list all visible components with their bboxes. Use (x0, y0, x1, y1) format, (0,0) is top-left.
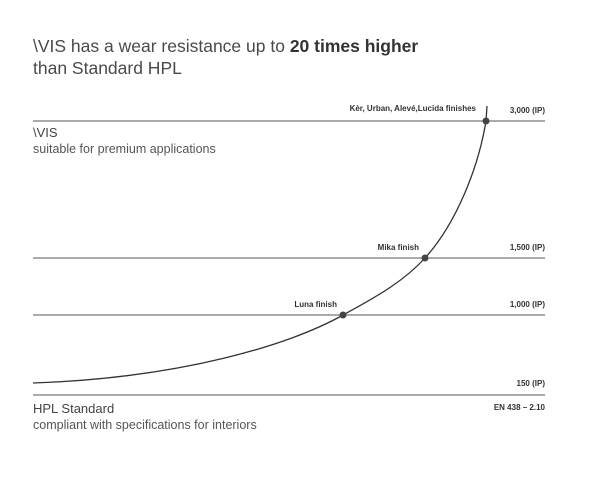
level-label-3000: 3,000 (IP) (510, 106, 545, 115)
point-3000 (482, 117, 490, 125)
vis-name: \VIS (33, 125, 58, 140)
point-label-1000: Luna finish (294, 300, 337, 309)
point-1000 (339, 311, 347, 319)
level-label-1500: 1,500 (IP) (510, 243, 545, 252)
standard-label: EN 438 – 2.10 (494, 403, 546, 412)
title-highlight: 20 times higher (289, 36, 419, 56)
level-label-150: 150 (IP) (517, 379, 546, 388)
level-label-1000: 1,000 (IP) (510, 300, 545, 309)
point-label-3000: Kèr, Urban, Alevé,Lucida finishes (350, 104, 477, 113)
page-title: \VIS has a wear resistance up to 20 time… (33, 35, 553, 79)
hpl-description: compliant with specifications for interi… (33, 418, 257, 432)
point-1500 (421, 254, 429, 262)
vis-description: suitable for premium applications (33, 142, 216, 156)
point-label-1500: Mika finish (378, 243, 419, 252)
title-line2: than Standard HPL (33, 58, 182, 78)
hpl-name: HPL Standard (33, 401, 115, 416)
vis-block-label: \VIS suitable for premium applications (33, 125, 216, 157)
wear-curve (32, 105, 488, 384)
title-prefix: \VIS has a wear resistance up to (33, 36, 290, 56)
hpl-block-label: HPL Standard compliant with specificatio… (33, 401, 257, 433)
